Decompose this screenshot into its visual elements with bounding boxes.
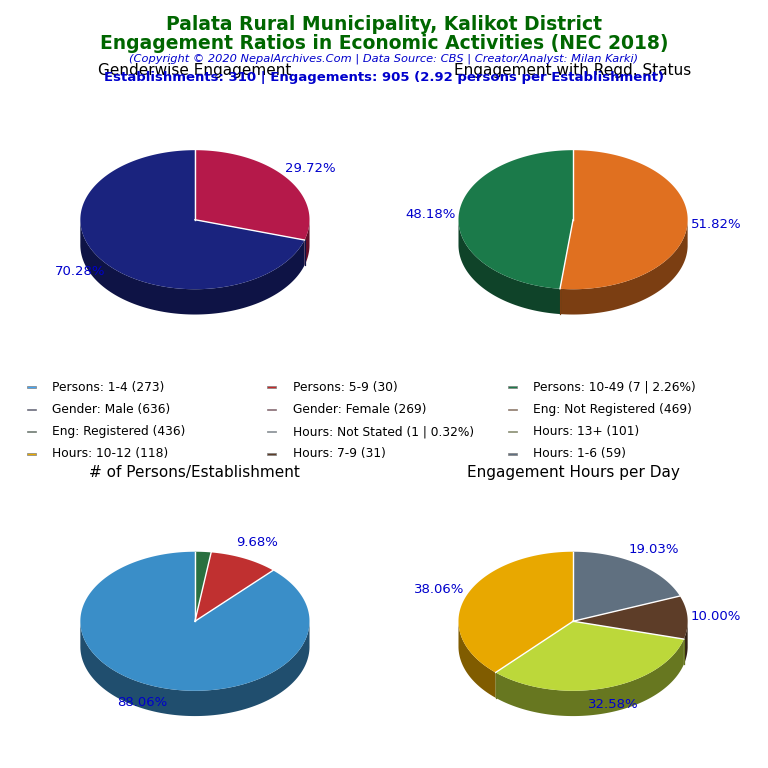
Polygon shape [495,621,684,690]
Bar [267,409,276,410]
Text: Persons: 1-4 (273): Persons: 1-4 (273) [52,381,164,394]
Text: 38.06%: 38.06% [415,583,465,596]
Text: Hours: 13+ (101): Hours: 13+ (101) [533,425,640,438]
Text: 70.28%: 70.28% [55,265,105,278]
Polygon shape [573,551,680,621]
Polygon shape [458,151,573,289]
Text: 29.72%: 29.72% [285,161,336,174]
Polygon shape [81,220,305,315]
Bar [267,453,276,455]
Text: Establishments: 310 | Engagements: 905 (2.92 persons per Establishment): Establishments: 310 | Engagements: 905 (… [104,71,664,84]
Bar [508,386,517,388]
Polygon shape [81,551,310,690]
Text: Eng: Not Registered (469): Eng: Not Registered (469) [533,403,692,415]
Bar [27,431,36,432]
Text: Hours: 10-12 (118): Hours: 10-12 (118) [52,447,168,460]
Bar [27,409,36,410]
Bar [267,386,276,388]
Text: 51.82%: 51.82% [690,218,741,231]
Bar [27,386,36,388]
Title: # of Persons/Establishment: # of Persons/Establishment [90,465,300,480]
Polygon shape [81,622,310,716]
Text: Persons: 5-9 (30): Persons: 5-9 (30) [293,381,397,394]
Text: 9.68%: 9.68% [236,536,278,549]
Title: Engagement with Regd. Status: Engagement with Regd. Status [455,63,692,78]
Polygon shape [195,151,310,240]
Text: Eng: Registered (436): Eng: Registered (436) [52,425,185,438]
Text: 10.00%: 10.00% [691,610,741,623]
Polygon shape [560,151,687,290]
Polygon shape [81,151,305,290]
Bar [267,431,276,432]
Polygon shape [458,551,573,673]
Polygon shape [195,551,211,621]
Text: (Copyright © 2020 NepalArchives.Com | Data Source: CBS | Creator/Analyst: Milan : (Copyright © 2020 NepalArchives.Com | Da… [130,54,638,65]
Text: Engagement Ratios in Economic Activities (NEC 2018): Engagement Ratios in Economic Activities… [100,34,668,53]
Title: Genderwise Engagement: Genderwise Engagement [98,63,292,78]
Text: Hours: Not Stated (1 | 0.32%): Hours: Not Stated (1 | 0.32%) [293,425,474,438]
Text: Hours: 7-9 (31): Hours: 7-9 (31) [293,447,386,460]
Polygon shape [495,639,684,716]
Polygon shape [560,221,687,315]
Text: 32.58%: 32.58% [588,698,639,711]
Bar [508,409,517,410]
Bar [508,453,517,455]
Text: Hours: 1-6 (59): Hours: 1-6 (59) [533,447,626,460]
Text: 48.18%: 48.18% [405,208,455,221]
Text: Persons: 10-49 (7 | 2.26%): Persons: 10-49 (7 | 2.26%) [533,381,696,394]
Text: 88.06%: 88.06% [118,696,167,709]
Bar [27,453,36,455]
Polygon shape [684,621,687,664]
Polygon shape [573,596,687,639]
Text: Palata Rural Municipality, Kalikot District: Palata Rural Municipality, Kalikot Distr… [166,15,602,35]
Bar [508,431,517,432]
Text: 19.03%: 19.03% [629,543,679,556]
Text: Gender: Female (269): Gender: Female (269) [293,403,426,415]
Polygon shape [458,622,495,698]
Polygon shape [195,552,273,621]
Polygon shape [305,220,310,265]
Title: Engagement Hours per Day: Engagement Hours per Day [467,465,680,480]
Text: Gender: Male (636): Gender: Male (636) [52,403,170,415]
Polygon shape [458,220,560,314]
